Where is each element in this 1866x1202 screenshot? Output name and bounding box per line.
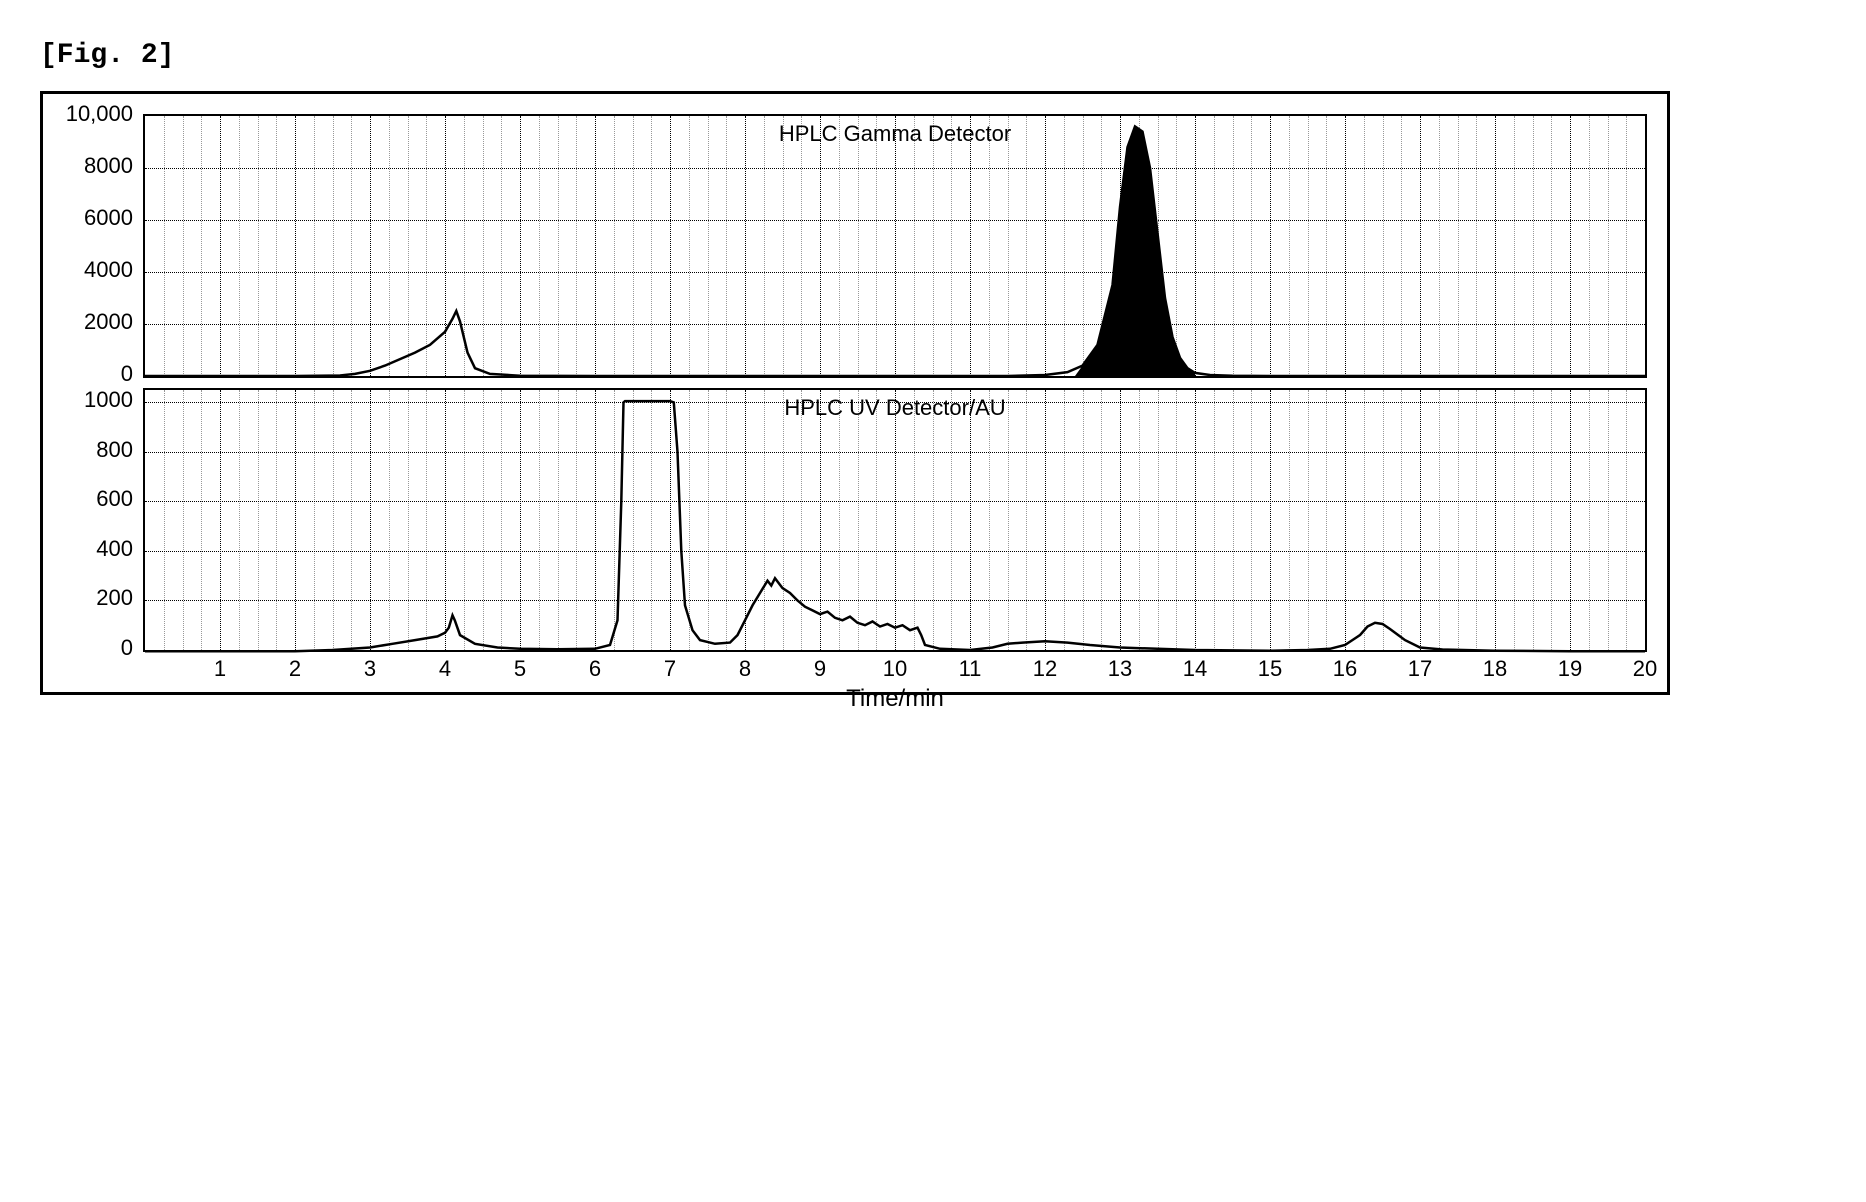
y-tick-label: 800	[53, 437, 133, 463]
y-tick-label: 200	[53, 585, 133, 611]
y-tick-label: 6000	[53, 205, 133, 231]
x-tick-label: 9	[814, 656, 826, 682]
chart-panel: HPLC Gamma Detector	[143, 114, 1647, 378]
x-tick-label: 15	[1258, 656, 1282, 682]
y-tick-label: 600	[53, 486, 133, 512]
x-tick-label: 14	[1183, 656, 1207, 682]
figure-label: [Fig. 2]	[40, 40, 1826, 71]
x-tick-label: 20	[1633, 656, 1657, 682]
x-tick-label: 7	[664, 656, 676, 682]
y-tick-label: 400	[53, 536, 133, 562]
y-tick-label: 4000	[53, 257, 133, 283]
x-axis-label: Time/min	[846, 685, 944, 713]
panel-title: HPLC UV Detector/AU	[784, 395, 1005, 421]
y-tick-label: 0	[53, 635, 133, 661]
x-tick-label: 17	[1408, 656, 1432, 682]
x-tick-label: 12	[1033, 656, 1057, 682]
x-tick-label: 5	[514, 656, 526, 682]
y-tick-label: 10,000	[53, 101, 133, 127]
x-tick-label: 16	[1333, 656, 1357, 682]
x-tick-label: 13	[1108, 656, 1132, 682]
chromatogram-trace	[145, 390, 1645, 650]
x-tick-label: 4	[439, 656, 451, 682]
trace-line	[145, 401, 1645, 651]
trace-line	[145, 126, 1645, 376]
x-tick-label: 6	[589, 656, 601, 682]
y-tick-label: 8000	[53, 153, 133, 179]
chart-container: 0200040006000800010,000HPLC Gamma Detect…	[40, 91, 1670, 695]
chart-panel: HPLC UV Detector/AU123456789101112131415…	[143, 388, 1647, 652]
filled-peak	[1075, 126, 1195, 376]
y-tick-label: 2000	[53, 309, 133, 335]
x-tick-label: 2	[289, 656, 301, 682]
y-tick-label: 0	[53, 361, 133, 387]
x-tick-label: 1	[214, 656, 226, 682]
uv-panel: 02004006008001000HPLC UV Detector/AU1234…	[53, 388, 1647, 652]
y-tick-label: 1000	[53, 387, 133, 413]
x-tick-label: 19	[1558, 656, 1582, 682]
x-tick-label: 10	[883, 656, 907, 682]
chromatogram-trace	[145, 116, 1645, 376]
gamma-panel: 0200040006000800010,000HPLC Gamma Detect…	[53, 114, 1647, 378]
x-tick-label: 18	[1483, 656, 1507, 682]
x-tick-label: 3	[364, 656, 376, 682]
x-tick-label: 8	[739, 656, 751, 682]
x-tick-label: 11	[959, 656, 982, 682]
panel-title: HPLC Gamma Detector	[779, 121, 1011, 147]
